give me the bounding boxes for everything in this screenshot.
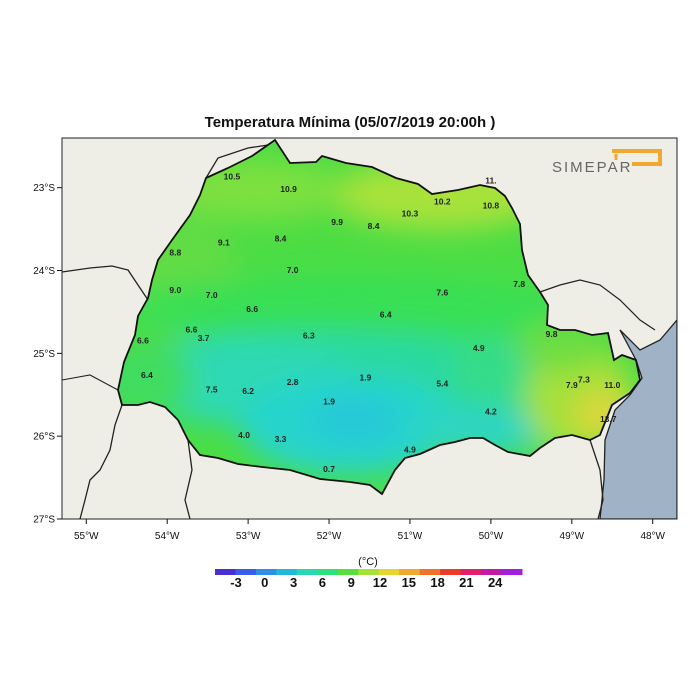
value-label: 0.7 bbox=[323, 464, 335, 474]
value-label: 6.6 bbox=[186, 325, 198, 335]
colorbar-label: 3 bbox=[290, 575, 297, 590]
value-label: 13.7 bbox=[600, 414, 617, 424]
colorbar-swatch bbox=[378, 569, 400, 575]
value-label: 4.0 bbox=[238, 430, 250, 440]
colorbar-label: 6 bbox=[319, 575, 326, 590]
colorbar-unit: (°C) bbox=[358, 556, 378, 568]
value-label: 6.3 bbox=[303, 330, 315, 340]
value-label: 7.3 bbox=[578, 374, 590, 384]
value-label: 10.8 bbox=[483, 200, 500, 210]
y-tick-label: 25°S bbox=[33, 349, 55, 360]
value-label: 1.9 bbox=[360, 373, 372, 383]
border-argentina-2 bbox=[184, 439, 193, 519]
colorbar-swatch bbox=[255, 569, 277, 575]
x-tick-label: 51°W bbox=[398, 531, 423, 542]
y-tick-label: 27°S bbox=[33, 515, 55, 526]
value-label: 7.0 bbox=[287, 265, 299, 275]
value-label: 6.4 bbox=[141, 370, 153, 380]
value-labels: 10.5 10.9 11. 10.2 10.8 10.3 9.9 8.4 8.4 9.1 8.8 7.… bbox=[137, 171, 621, 473]
value-label: 7.6 bbox=[436, 287, 448, 297]
colorbar-swatch bbox=[481, 569, 503, 575]
x-tick-label: 55°W bbox=[74, 531, 99, 542]
colorbar-label: 21 bbox=[459, 575, 473, 590]
colorbar-swatch bbox=[215, 569, 236, 575]
x-tick-label: 48°W bbox=[640, 531, 665, 542]
value-label: 4.2 bbox=[485, 407, 497, 417]
y-tick-label: 24°S bbox=[33, 266, 55, 277]
value-label: 3.3 bbox=[275, 434, 287, 444]
x-tick-label: 54°W bbox=[155, 531, 180, 542]
colorbar-label: -3 bbox=[230, 575, 242, 590]
value-label: 10.2 bbox=[434, 196, 451, 206]
value-label: 10.5 bbox=[224, 171, 241, 181]
colorbar-swatch bbox=[358, 569, 380, 575]
simepar-logo: SIMEPAR bbox=[552, 149, 662, 176]
border-paraguay bbox=[62, 265, 149, 301]
value-label: 6.6 bbox=[137, 335, 149, 345]
value-label: 11.0 bbox=[604, 380, 620, 390]
logo-text: SIMEPAR bbox=[552, 159, 632, 176]
value-label: 7.9 bbox=[566, 380, 578, 390]
colorbar-label: 15 bbox=[402, 575, 416, 590]
colorbar-swatch bbox=[419, 569, 441, 575]
colorbar-label: 12 bbox=[373, 575, 387, 590]
value-label: 3.7 bbox=[198, 333, 210, 343]
value-label: 7.5 bbox=[206, 384, 218, 394]
parana-outline bbox=[117, 138, 641, 496]
colorbar-label: 18 bbox=[430, 575, 444, 590]
x-tick-label: 50°W bbox=[479, 531, 504, 542]
ocean bbox=[599, 318, 677, 519]
value-label: 4.9 bbox=[404, 445, 416, 455]
value-label: 8.4 bbox=[275, 234, 287, 244]
colorbar-label: 9 bbox=[348, 575, 355, 590]
value-label: 1.9 bbox=[323, 397, 335, 407]
colorbar-swatch bbox=[399, 569, 421, 575]
value-label: 9.1 bbox=[218, 238, 230, 248]
x-tick-label: 53°W bbox=[236, 531, 261, 542]
border-west bbox=[62, 374, 119, 391]
colorbar-label: 0 bbox=[261, 575, 268, 590]
colorbar-swatch bbox=[276, 569, 298, 575]
axis-ticks: 55°W 54°W 53°W 52°W 51°W 50°W 49°W 48°W 23°S 24°S… bbox=[33, 183, 665, 542]
value-label: 11. bbox=[485, 176, 496, 186]
value-label: 6.6 bbox=[246, 304, 258, 314]
value-label: 6.2 bbox=[242, 386, 254, 396]
value-label: 8.8 bbox=[169, 248, 181, 258]
x-tick-label: 49°W bbox=[560, 531, 585, 542]
value-label: 4.9 bbox=[473, 343, 485, 353]
colorbar-label: 24 bbox=[488, 575, 503, 590]
colorbar-swatch bbox=[337, 569, 359, 575]
colorbar-swatch bbox=[317, 569, 339, 575]
value-label: 10.3 bbox=[402, 209, 419, 219]
colorbar-swatch bbox=[460, 569, 482, 575]
colorbar-swatch bbox=[235, 569, 257, 575]
border-argentina bbox=[79, 404, 123, 519]
value-label: 7.8 bbox=[513, 279, 525, 289]
value-label: 6.4 bbox=[380, 310, 392, 320]
value-label: 5.4 bbox=[436, 378, 448, 388]
value-label: 9.9 bbox=[331, 217, 343, 227]
colorbar: -3 0 3 6 9 12 15 18 21 24 bbox=[215, 569, 523, 590]
value-label: 7.0 bbox=[206, 290, 218, 300]
border-sp bbox=[539, 279, 656, 331]
value-label: 9.0 bbox=[169, 285, 181, 295]
value-label: 2.8 bbox=[287, 377, 299, 387]
colorbar-swatch bbox=[501, 569, 523, 575]
y-tick-label: 26°S bbox=[33, 432, 55, 443]
colorbar-swatch bbox=[296, 569, 318, 575]
value-label: 10.9 bbox=[280, 184, 297, 194]
map-title: Temperatura Mínima (05/07/2019 20:00h ) bbox=[204, 114, 496, 131]
y-tick-label: 23°S bbox=[33, 183, 55, 194]
value-label: 9.8 bbox=[546, 329, 558, 339]
x-tick-label: 52°W bbox=[317, 531, 342, 542]
colorbar-swatch bbox=[440, 569, 462, 575]
border-sc bbox=[589, 439, 604, 519]
value-label: 8.4 bbox=[368, 221, 380, 231]
